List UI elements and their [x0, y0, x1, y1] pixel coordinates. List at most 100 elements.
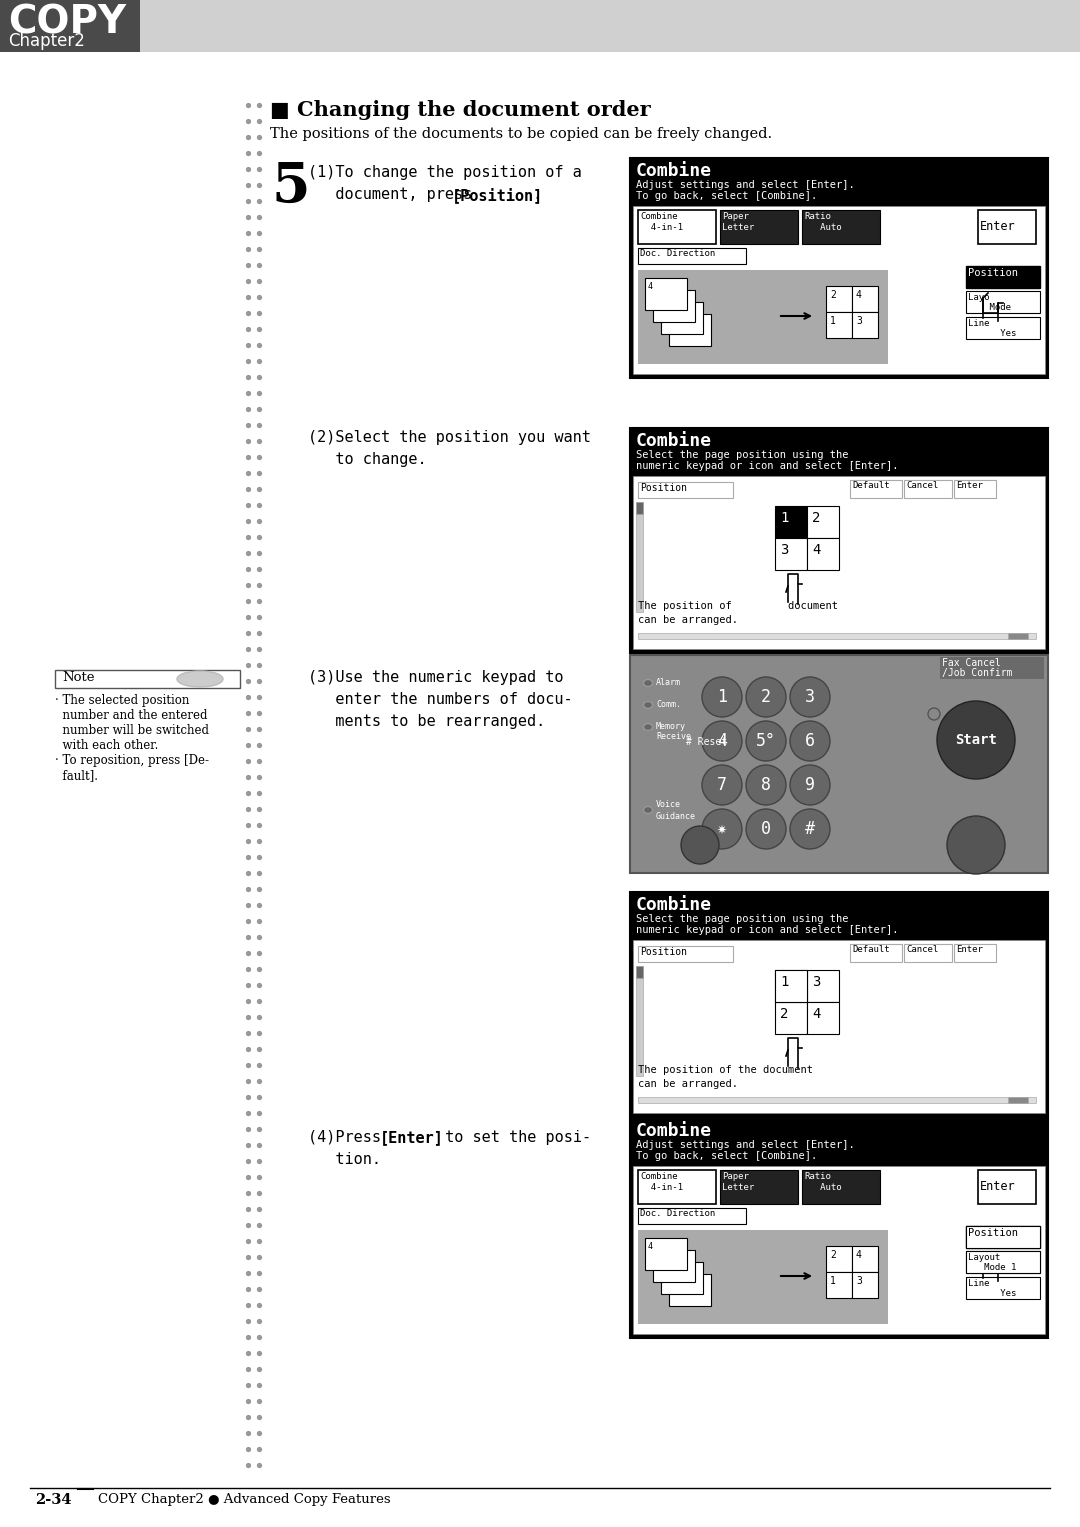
Text: Combine: Combine: [636, 896, 712, 915]
Text: Ratio: Ratio: [804, 212, 831, 221]
Ellipse shape: [644, 701, 652, 709]
Text: 1: 1: [672, 1278, 677, 1287]
Ellipse shape: [177, 670, 222, 687]
Text: Mode: Mode: [968, 302, 1011, 312]
Text: [Position]: [Position]: [453, 186, 543, 203]
Text: Letter: Letter: [723, 1183, 754, 1193]
Bar: [720, 211, 798, 244]
Text: to set the posi-: to set the posi-: [436, 1130, 591, 1145]
Bar: [669, 1274, 711, 1306]
Bar: [1008, 1096, 1028, 1102]
Text: 4: 4: [648, 1241, 653, 1251]
Bar: [636, 502, 643, 515]
Bar: [630, 428, 1048, 654]
Text: # Reset: # Reset: [686, 738, 727, 747]
Bar: [638, 634, 1036, 638]
Text: 4-in-1: 4-in-1: [640, 223, 683, 232]
Bar: [636, 967, 643, 977]
Text: Mode: Mode: [968, 1263, 1011, 1272]
Bar: [775, 970, 807, 1002]
Text: Adjust settings and select [Enter].: Adjust settings and select [Enter].: [636, 1141, 854, 1150]
Text: 1: 1: [780, 976, 788, 989]
Bar: [638, 1170, 716, 1203]
Text: Cancel: Cancel: [906, 481, 939, 490]
Text: Note: Note: [62, 670, 95, 684]
Bar: [720, 1170, 798, 1203]
Bar: [850, 944, 902, 962]
Bar: [807, 1002, 839, 1034]
Bar: [645, 1238, 687, 1270]
Text: 7: 7: [717, 776, 727, 794]
Ellipse shape: [644, 724, 652, 730]
Text: To go back, select [Combine].: To go back, select [Combine].: [636, 1151, 818, 1161]
Text: Position: Position: [640, 947, 687, 957]
Text: 1: 1: [717, 689, 727, 705]
Text: Default: Default: [852, 481, 890, 490]
Bar: [826, 1246, 852, 1272]
Bar: [633, 206, 1045, 374]
Text: COPY Chapter2 ● Advanced Copy Features: COPY Chapter2 ● Advanced Copy Features: [98, 1493, 391, 1506]
Text: number and the entered: number and the entered: [55, 709, 207, 722]
Text: Enter: Enter: [980, 220, 1015, 234]
Bar: [638, 483, 733, 498]
Text: 4: 4: [812, 544, 821, 557]
Bar: [940, 657, 1044, 680]
Text: Position: Position: [968, 1228, 1018, 1238]
Text: To go back, select [Combine].: To go back, select [Combine].: [636, 191, 818, 202]
Text: Enter: Enter: [956, 481, 983, 490]
Bar: [852, 312, 878, 337]
Text: Adjust settings and select [Enter].: Adjust settings and select [Enter].: [636, 180, 854, 189]
Text: Select the page position using the: Select the page position using the: [636, 450, 849, 460]
Text: Position: Position: [640, 483, 687, 493]
Bar: [775, 538, 807, 570]
Text: Cancel: Cancel: [906, 945, 939, 954]
Text: Auto: Auto: [804, 223, 841, 232]
Bar: [852, 1246, 878, 1272]
Text: Layout: Layout: [968, 1254, 1000, 1261]
Bar: [638, 1208, 746, 1225]
Text: Line: Line: [968, 1280, 989, 1287]
Bar: [0, 0, 1080, 52]
Text: ments to be rearranged.: ments to be rearranged.: [308, 715, 545, 728]
Text: 1: 1: [831, 316, 836, 325]
Text: Combine: Combine: [640, 212, 677, 221]
Text: (2)Select the position you want: (2)Select the position you want: [308, 431, 591, 444]
Text: Doc. Direction: Doc. Direction: [640, 249, 715, 258]
Text: 0: 0: [761, 820, 771, 838]
Text: Layo: Layo: [968, 1254, 989, 1261]
Text: Yes: Yes: [968, 328, 1016, 337]
Bar: [638, 1231, 888, 1324]
Text: The positions of the documents to be copied can be freely changed.: The positions of the documents to be cop…: [270, 127, 772, 140]
Text: Position: Position: [968, 1228, 1018, 1238]
Bar: [807, 538, 839, 570]
Bar: [954, 944, 996, 962]
Text: Enter: Enter: [980, 1180, 1015, 1193]
Ellipse shape: [789, 809, 831, 849]
Text: can be arranged.: can be arranged.: [638, 615, 738, 625]
Bar: [826, 286, 852, 312]
Text: number will be switched: number will be switched: [55, 724, 210, 738]
Text: ■ Changing the document order: ■ Changing the document order: [270, 99, 650, 121]
Ellipse shape: [746, 721, 786, 760]
Text: · The selected position: · The selected position: [55, 693, 189, 707]
Bar: [636, 502, 643, 612]
Bar: [966, 1251, 1040, 1274]
Text: [Enter]: [Enter]: [380, 1130, 444, 1145]
Text: ✷: ✷: [717, 820, 727, 838]
Bar: [904, 479, 951, 498]
Bar: [638, 247, 746, 264]
Text: 5: 5: [272, 160, 311, 215]
Text: Memory: Memory: [656, 722, 686, 731]
Bar: [638, 947, 733, 962]
Text: 4: 4: [648, 282, 653, 292]
Bar: [966, 292, 1040, 313]
Text: #: #: [805, 820, 815, 838]
Text: Chapter2: Chapter2: [8, 32, 85, 50]
Bar: [802, 1170, 880, 1203]
Text: document, press: document, press: [308, 186, 482, 202]
Bar: [954, 479, 996, 498]
Bar: [966, 1277, 1040, 1299]
Bar: [669, 315, 711, 347]
Text: Default: Default: [852, 945, 890, 954]
Text: Combine: Combine: [636, 162, 712, 180]
